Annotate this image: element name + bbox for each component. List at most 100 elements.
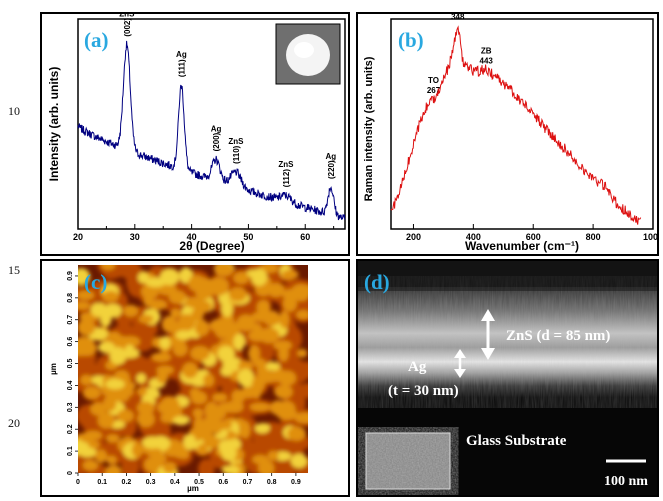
afm-grain [252, 454, 269, 465]
afm-y-tick-label: 0.5 [67, 359, 74, 369]
raman-x-ticks: 200 400 600 800 1000 [406, 224, 657, 242]
scale-bar-label: 100 nm [604, 474, 648, 489]
afm-grain [248, 345, 260, 362]
xrd-chart: ZnS(002)Ag(111)Ag(200) ZnS(110)ZnS(112)Ag… [47, 14, 346, 253]
afm-grain [162, 462, 177, 473]
raman-peak-label: ZB [481, 46, 492, 55]
raman-series-line [390, 25, 642, 225]
panel-label-b: (b) [398, 28, 424, 52]
afm-grain [209, 318, 231, 333]
afm-grain [144, 457, 161, 473]
afm-grain [278, 370, 297, 386]
afm-grain [233, 271, 250, 285]
afm-grain [94, 449, 108, 463]
raman-panel: TO267LO348ZB443 2004006008001000 Wavenum… [356, 12, 659, 256]
afm-grain [109, 347, 127, 365]
afm-grain [105, 378, 125, 390]
afm-grain [249, 402, 271, 412]
xrd-x-tick-label: 30 [130, 232, 140, 242]
afm-grain [78, 290, 95, 301]
afm-grain [160, 412, 172, 423]
xrd-y-label: Intensity (arb. units) [47, 67, 61, 182]
afm-grain [267, 450, 279, 461]
afm-grain [90, 402, 107, 416]
xrd-peak-index: (110) [232, 145, 241, 164]
xrd-peak-label: ZnS [228, 137, 244, 146]
afm-grain [124, 344, 135, 358]
afm-grain [137, 387, 148, 396]
afm-grain [221, 465, 240, 473]
afm-grain-rim [291, 361, 308, 378]
afm-x-tick-label: 0.5 [194, 479, 204, 486]
afm-grain [236, 314, 256, 332]
afm-grain-rim [78, 356, 94, 377]
afm-grains [78, 265, 308, 473]
line-number: 15 [8, 263, 20, 277]
afm-x-tick-label: 0 [76, 479, 80, 486]
afm-grain [203, 373, 215, 387]
xrd-panel: ZnS (002) Ag (111) Ag (200) ZnS (110) ZnS (112) Ag… [40, 12, 350, 256]
xrd-peak-label: ZnS [278, 160, 294, 169]
afm-grain [221, 300, 233, 317]
afm-grain [178, 448, 190, 460]
afm-grain [194, 320, 210, 336]
afm-grain [276, 407, 298, 421]
afm-grain [183, 434, 197, 450]
afm-grain [83, 386, 101, 400]
afm-grain [131, 442, 143, 458]
afm-panel: 0 0.1 0.2 0.3 0.4 0.5 0.6 0.7 0.8 0.9 0 0.1 0.2 0.3 0.… [40, 259, 350, 497]
afm-grain [233, 333, 245, 351]
afm-y-tick-label: 0.7 [67, 315, 74, 325]
afm-grain [175, 330, 193, 340]
raman-peak-value: 267 [427, 86, 441, 95]
xrd-series-line [77, 40, 346, 221]
afm-grain [228, 287, 247, 302]
afm-grain [220, 366, 233, 377]
afm-grain [279, 310, 290, 329]
afm-grain [172, 341, 188, 357]
xrd-peak-label: Ag [211, 124, 222, 133]
afm-grain [190, 391, 208, 405]
afm-grain [108, 331, 121, 341]
afm-grain [265, 361, 280, 371]
afm-grain [161, 396, 179, 408]
afm-grain [237, 368, 254, 386]
afm-grain [193, 417, 204, 431]
xrd-peak-labels: ZnS(002)Ag(111)Ag(200) ZnS(110)ZnS(112)Ag… [119, 14, 336, 187]
afm-grain [138, 314, 154, 324]
afm-grain-rim [297, 383, 308, 398]
afm-grain [159, 336, 171, 350]
afm-grain [97, 412, 115, 429]
raman-x-label: Wavenumber (cm⁻¹) [465, 239, 579, 253]
afm-grain [82, 459, 99, 471]
afm-x-tick-label: 0.2 [122, 479, 132, 486]
afm-y-tick-label: 0.1 [67, 446, 74, 456]
afm-grain [145, 277, 166, 288]
sample-photo-inset [275, 23, 341, 85]
raman-x-tick-label: 1000 [643, 232, 657, 242]
afm-x-tick-label: 0.8 [267, 479, 277, 486]
afm-grain [197, 444, 208, 456]
line-number: 20 [8, 416, 20, 430]
afm-grain [105, 464, 122, 473]
raman-chart: TO267LO348ZB443 2004006008001000 Wavenum… [363, 14, 657, 253]
afm-grain [140, 283, 159, 300]
zns-thickness-label: ZnS (d = 85 nm) [506, 328, 610, 344]
afm-grain [295, 284, 308, 295]
afm-grain [290, 453, 308, 469]
afm-grain [274, 385, 293, 399]
raman-y-label: Raman intensity (arb. units) [363, 56, 375, 201]
afm-grain [297, 348, 308, 358]
afm-y-tick-label: 0.9 [67, 271, 74, 281]
raman-x-tick-label: 400 [466, 232, 481, 242]
line-number: 10 [8, 104, 20, 118]
afm-grain [102, 290, 119, 303]
afm-grain [294, 412, 308, 424]
zns-thickness-arrow [481, 309, 495, 360]
xrd-x-tick-label: 20 [73, 232, 83, 242]
afm-grain [225, 400, 244, 413]
afm-x-tick-label: 0.7 [243, 479, 253, 486]
afm-y-label: µm [49, 363, 58, 375]
xrd-x-tick-label: 50 [243, 232, 253, 242]
afm-grain [214, 265, 234, 277]
